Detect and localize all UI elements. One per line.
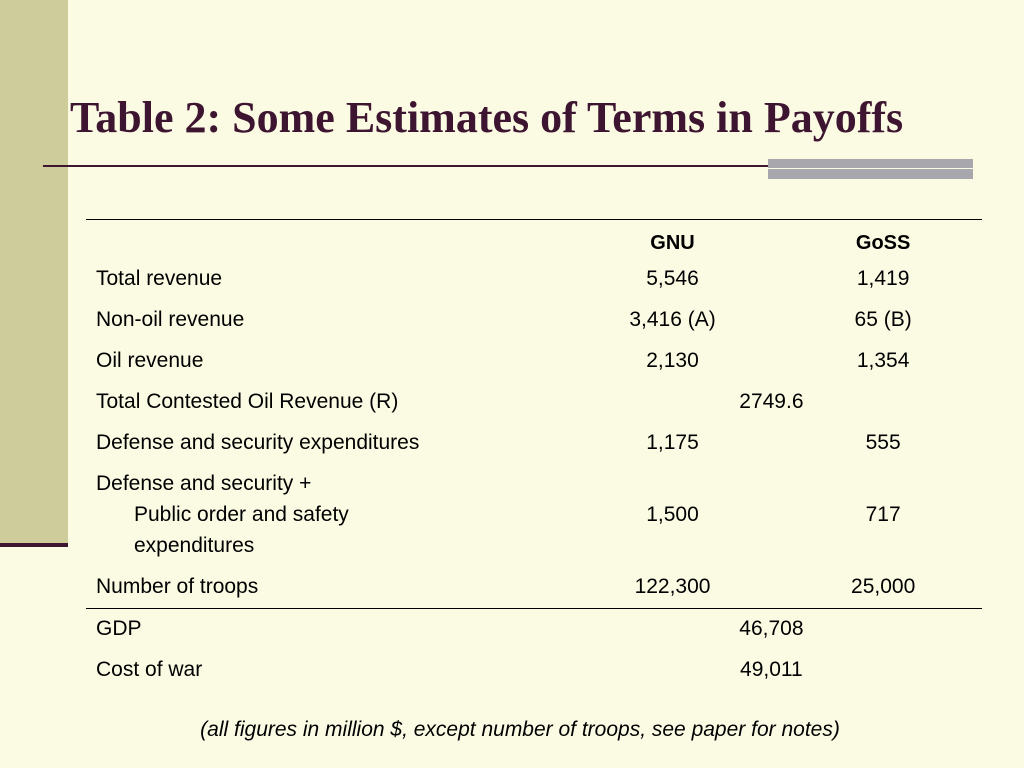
cell-goss-defense: 555 xyxy=(865,431,901,454)
column-header-gnu: GNU xyxy=(650,232,695,254)
row-label-gdp: GDP xyxy=(96,617,142,640)
table-row: GDP 46,708 xyxy=(86,608,982,651)
row-label-troops: Number of troops xyxy=(96,575,259,598)
table-row: Total revenue 5,546 1,419 xyxy=(86,259,982,300)
cell-goss-troops: 25,000 xyxy=(851,575,916,598)
row-label-cost-of-war: Cost of war xyxy=(96,658,203,681)
row-label-non-oil-revenue: Non-oil revenue xyxy=(96,308,245,331)
table-row: Number of troops 122,300 25,000 xyxy=(86,567,982,609)
table-row: Defense and security expenditures 1,175 … xyxy=(86,423,982,464)
cell-goss-defense-public-order: 717 xyxy=(865,503,901,526)
column-header-goss: GoSS xyxy=(855,232,911,254)
cell-gnu-defense: 1,175 xyxy=(646,431,699,454)
cell-gnu-troops: 122,300 xyxy=(634,575,711,598)
cell-gdp-value: 46,708 xyxy=(739,617,804,640)
row-label-defense: Defense and security expenditures xyxy=(96,431,420,454)
table-row: Non-oil revenue 3,416 (A) 65 (B) xyxy=(86,300,982,341)
table-row: Total Contested Oil Revenue (R) 2749.6 xyxy=(86,382,982,423)
cell-gnu-defense-public-order: 1,500 xyxy=(646,503,699,526)
table-row: Oil revenue 2,130 1,354 xyxy=(86,341,982,382)
title-accent-bar xyxy=(768,159,973,179)
title-underline xyxy=(43,165,973,167)
cell-contested-oil-value: 2749.6 xyxy=(739,390,804,413)
slide-title: Table 2: Some Estimates of Terms in Payo… xyxy=(70,93,904,142)
cell-goss-total-revenue: 1,419 xyxy=(856,267,910,290)
row-label-oil-revenue: Oil revenue xyxy=(96,349,204,372)
estimates-table: GNU GoSS Total revenue 5,546 1,419 Non-o… xyxy=(86,219,982,691)
left-sidebar-rule xyxy=(0,543,68,547)
row-label-defense-public-order: Defense and security + Public order and … xyxy=(86,464,561,567)
cell-goss-oil-revenue: 1,354 xyxy=(856,349,910,372)
left-sidebar-bar xyxy=(0,0,68,543)
cell-cost-of-war-value: 49,011 xyxy=(740,658,803,681)
table-header-row: GNU GoSS xyxy=(86,219,982,260)
row-label-line-3: expenditures xyxy=(134,534,255,557)
header-label-cell xyxy=(86,220,561,260)
cell-goss-non-oil-revenue: 65 (B) xyxy=(854,308,912,331)
row-label-line-2: Public order and safety xyxy=(134,503,349,526)
cell-gnu-non-oil-revenue: 3,416 (A) xyxy=(629,308,716,331)
row-label-contested-oil: Total Contested Oil Revenue (R) xyxy=(96,390,399,413)
row-label-line-1: Defense and security + xyxy=(96,472,312,495)
table-row: Defense and security + Public order and … xyxy=(86,464,982,567)
cell-gnu-oil-revenue: 2,130 xyxy=(646,349,699,372)
cell-gnu-total-revenue: 5,546 xyxy=(646,267,699,290)
row-label-total-revenue: Total revenue xyxy=(96,267,223,290)
table-row: Cost of war 49,011 xyxy=(86,650,982,691)
table-footnote: (all figures in million $, except number… xyxy=(200,718,840,741)
